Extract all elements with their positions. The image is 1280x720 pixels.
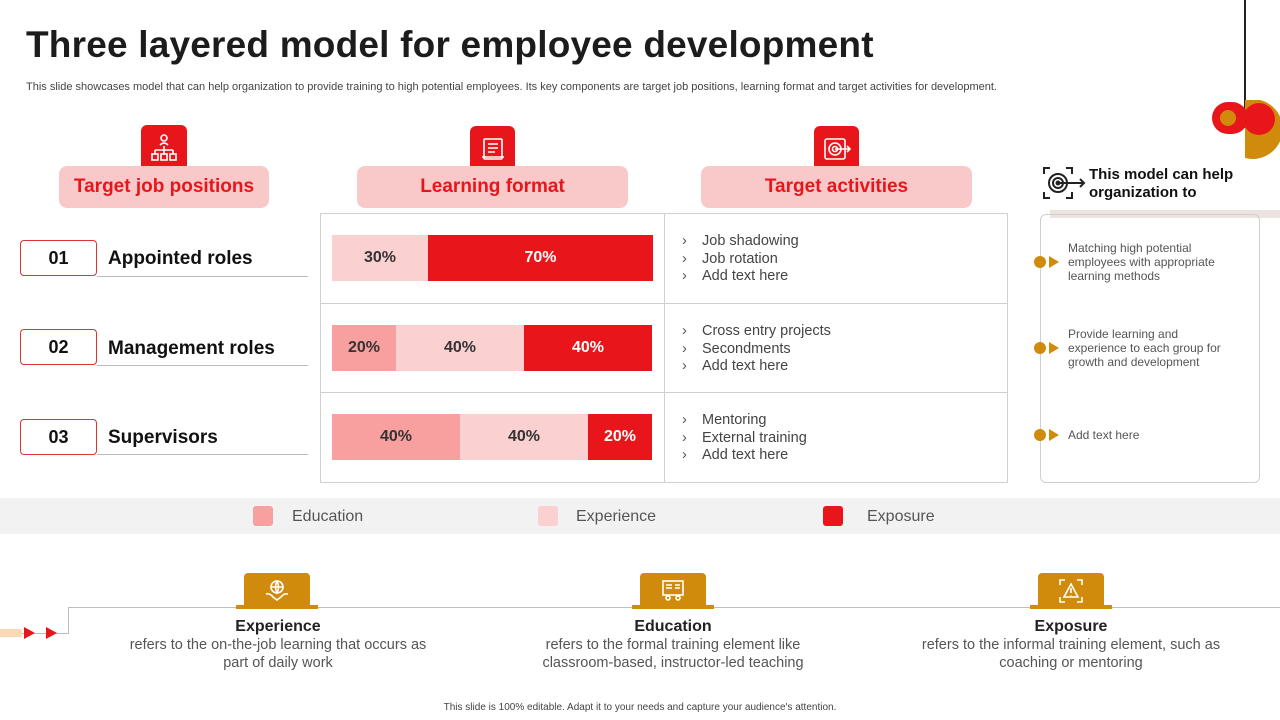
bottom-item: Exposure refers to the informal training… [921, 618, 1221, 672]
table-row-line [320, 392, 1008, 393]
list-item: › Add text here [682, 447, 789, 463]
legend-swatch-education [253, 506, 273, 526]
presentation-board-icon [640, 573, 706, 609]
bar-segment-exposure: 20% [588, 414, 652, 460]
tab-base [236, 605, 318, 609]
legend-swatch-experience [538, 506, 558, 526]
legend-label-experience: Experience [576, 508, 657, 525]
right-panel-item: Matching high potential employees with a… [1068, 241, 1215, 283]
list-item: › Secondments [682, 340, 791, 357]
role-number: 01 [20, 240, 97, 276]
header-target-activities: Target activities [701, 166, 972, 208]
bottom-item-heading: Exposure [1034, 618, 1108, 635]
activity-list: › Cross entry projects › Secondments › Add … [682, 323, 831, 376]
bullet-marker-icon [1034, 429, 1059, 441]
role-number: 03 [20, 419, 97, 455]
bar-segment-exposure: 70% [428, 235, 653, 281]
legend-band [0, 498, 1280, 534]
table-row-line [320, 303, 1008, 304]
bottom-item: Education refers to the formal training … [523, 618, 823, 672]
bar-segment-experience: 40% [396, 325, 524, 371]
bar-segment-education: 20% [332, 325, 396, 371]
header-target-job-positions: Target job positions [59, 166, 269, 208]
bottom-item-desc: refers to the on-the-job learning that o… [129, 637, 427, 671]
divider [97, 276, 308, 277]
stacked-bar: 20% 40% 40% [332, 325, 653, 371]
hands-globe-icon [244, 573, 310, 609]
target-arrow-icon [1043, 167, 1086, 199]
legend-label-education: Education [292, 508, 364, 525]
tab-base [632, 605, 714, 609]
decor-vertical-line [1244, 0, 1246, 128]
bottom-item-desc: refers to the formal training element li… [542, 637, 804, 671]
right-panel-item: Provide learning and experience to each … [1068, 327, 1221, 369]
decor-circles [1212, 100, 1280, 159]
list-item: › External training [682, 429, 807, 446]
org-chart-icon [141, 125, 187, 171]
bottom-item-heading: Experience [235, 618, 321, 635]
role-label: Appointed roles [108, 248, 253, 269]
role-label: Supervisors [108, 427, 218, 448]
stacked-bar: 30% 70% [332, 235, 653, 281]
bottom-item-desc: refers to the informal training element,… [921, 637, 1221, 671]
bar-segment-experience: 40% [460, 414, 588, 460]
page-title: Three layered model for employee develop… [26, 24, 874, 65]
stacked-bar: 40% 40% 20% [332, 414, 653, 460]
role-number: 02 [20, 329, 97, 365]
target-icon [814, 126, 859, 171]
bottom-item: Experience refers to the on-the-job lear… [128, 618, 428, 672]
list-item: › Cross entry projects [682, 323, 831, 339]
bar-segment-experience: 30% [332, 235, 428, 281]
timeline-start-bar [0, 629, 22, 637]
bullet-marker-icon [1034, 342, 1059, 354]
list-item: › Job rotation [682, 250, 778, 267]
timeline-arrows-icon [24, 627, 57, 639]
page-subtitle: This slide showcases model that can help… [26, 81, 997, 93]
table-border-mid [664, 213, 665, 483]
timeline-connector [0, 633, 69, 634]
role-label: Management roles [108, 338, 275, 359]
list-item: › Add text here [682, 268, 789, 284]
list-item: › Mentoring [682, 412, 767, 428]
list-item: › Add text here [682, 358, 789, 374]
right-panel-item: Add text here [1068, 428, 1140, 442]
divider [97, 365, 308, 366]
document-icon [470, 126, 515, 171]
tab-base [1030, 605, 1112, 609]
divider [97, 454, 308, 455]
table-border-right [1007, 213, 1008, 483]
timeline-connector [68, 607, 69, 634]
table-border-bottom [320, 482, 1008, 483]
legend-label-exposure: Exposure [867, 508, 935, 525]
header-learning-format: Learning format [357, 166, 628, 208]
bottom-item-heading: Education [634, 618, 712, 635]
right-panel-heading: This model can help organization to [1089, 166, 1234, 201]
warning-frame-icon [1038, 573, 1104, 609]
bar-segment-exposure: 40% [524, 325, 652, 371]
list-item: › Job shadowing [682, 233, 799, 249]
table-border-left [320, 213, 321, 483]
bullet-marker-icon [1034, 256, 1059, 268]
footer-note: This slide is 100% editable. Adapt it to… [443, 702, 837, 713]
bar-segment-education: 40% [332, 414, 460, 460]
legend-swatch-exposure [823, 506, 843, 526]
activity-list: › Mentoring › External training › Add text … [682, 412, 807, 465]
activity-list: › Job shadowing › Job rotation › Add text h… [682, 233, 799, 286]
